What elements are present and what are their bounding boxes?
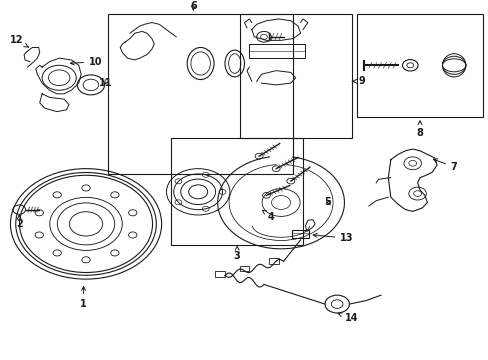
Bar bbox=[239, 14, 351, 138]
Text: 14: 14 bbox=[338, 313, 358, 323]
Text: 10: 10 bbox=[70, 57, 102, 67]
Text: 8: 8 bbox=[416, 121, 423, 138]
Text: 9: 9 bbox=[352, 76, 364, 86]
Bar bbox=[291, 230, 309, 238]
Text: 2: 2 bbox=[16, 215, 22, 229]
Text: 3: 3 bbox=[233, 246, 240, 261]
Text: 6: 6 bbox=[189, 1, 196, 12]
Text: 12: 12 bbox=[10, 35, 28, 47]
Bar bbox=[268, 258, 278, 264]
Text: 13: 13 bbox=[312, 233, 353, 243]
Text: 5: 5 bbox=[324, 198, 330, 207]
Text: 4: 4 bbox=[262, 210, 274, 222]
Text: 11: 11 bbox=[99, 78, 112, 88]
Text: 1: 1 bbox=[80, 287, 87, 309]
Bar bbox=[108, 14, 293, 174]
Bar bbox=[171, 138, 303, 245]
Text: 7: 7 bbox=[432, 159, 457, 172]
Bar bbox=[239, 266, 249, 271]
Bar bbox=[356, 14, 483, 117]
Bar bbox=[215, 271, 224, 276]
